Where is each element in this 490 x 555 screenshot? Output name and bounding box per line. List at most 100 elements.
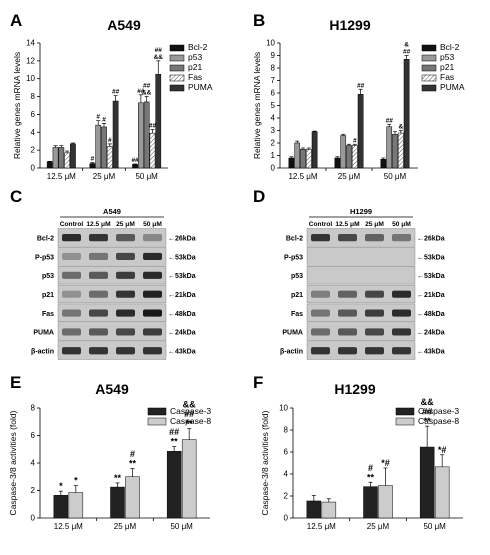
blot-band bbox=[365, 309, 384, 317]
bar bbox=[334, 157, 341, 169]
y-tick-label: 0 bbox=[31, 164, 36, 173]
significance-label: # ** bbox=[367, 463, 375, 483]
y-tick-label: 12 bbox=[26, 56, 35, 65]
legend-swatch bbox=[147, 417, 167, 426]
blot-band bbox=[143, 290, 162, 298]
blot-row-label: p21 bbox=[42, 292, 54, 299]
blot-band bbox=[311, 234, 330, 242]
blot-band bbox=[143, 309, 162, 317]
blot-band bbox=[89, 347, 108, 355]
bar bbox=[397, 132, 404, 169]
blot-row-label: P-p53 bbox=[284, 254, 303, 261]
blot-band bbox=[62, 252, 81, 261]
bar bbox=[403, 59, 410, 169]
bar bbox=[106, 146, 113, 169]
blot-size-label: ←43kDa bbox=[168, 349, 196, 356]
blot-band bbox=[143, 347, 162, 355]
bar bbox=[95, 124, 102, 169]
blot-band bbox=[116, 271, 135, 279]
legend-swatch bbox=[421, 64, 437, 72]
y-tick-label: 8 bbox=[31, 92, 36, 101]
significance-label: && ## ** bbox=[183, 400, 196, 429]
bar bbox=[132, 164, 138, 169]
blot-size-label: ←43kDa bbox=[417, 349, 445, 356]
y-tick-label: 3 bbox=[271, 126, 276, 135]
blot-row-label: p53 bbox=[42, 273, 54, 280]
x-tick-label: 12.5 μM bbox=[54, 522, 83, 531]
blot-band bbox=[338, 347, 357, 355]
western-blot-a549: A549 Control 12.5 μM 25 μM 50 μM Bcl-2 ←26kDa P… bbox=[31, 207, 196, 360]
blot-size-label: ←21kDa bbox=[417, 292, 445, 299]
significance-label: ## bbox=[149, 123, 157, 130]
x-tick-label: 50 μM bbox=[423, 522, 446, 531]
bar bbox=[166, 451, 182, 519]
significance-label: ## ** bbox=[169, 427, 179, 447]
bar bbox=[101, 126, 107, 169]
blot-band bbox=[143, 328, 162, 336]
legend-swatch bbox=[421, 44, 437, 52]
bar bbox=[68, 492, 84, 519]
blot-row-label: p53 bbox=[291, 273, 303, 280]
blot-lane-label: 25 μM bbox=[116, 221, 135, 228]
chart-a549-mrna: A549 Relative genes mRNA levels 0 2 4 6 8 10 12 1… bbox=[12, 17, 213, 181]
chart-title: A549 bbox=[95, 381, 129, 397]
bar bbox=[380, 159, 387, 169]
bar bbox=[58, 147, 65, 169]
significance-label: * bbox=[74, 476, 78, 486]
blot-size-label: ←48kDa bbox=[417, 311, 445, 318]
blot-size-label: ←53kDa bbox=[417, 254, 445, 261]
bar bbox=[386, 126, 393, 169]
y-tick-label: 8 bbox=[271, 64, 276, 73]
significance-label: * bbox=[59, 481, 63, 491]
bar bbox=[351, 145, 358, 169]
panel-letter-c: C bbox=[10, 187, 22, 206]
blot-strip bbox=[57, 322, 167, 341]
significance-label: && ## ** bbox=[421, 397, 434, 426]
bar bbox=[392, 134, 398, 169]
y-tick-label: 0 bbox=[284, 514, 289, 523]
panel-letter-e: E bbox=[10, 373, 21, 392]
bar bbox=[143, 101, 150, 169]
significance-label: ## && bbox=[154, 47, 164, 61]
legend-swatch bbox=[169, 74, 185, 82]
legend-swatch bbox=[169, 44, 185, 52]
significance-label: ## bbox=[131, 157, 139, 164]
blot-row-label: PUMA bbox=[33, 330, 54, 337]
blot-band bbox=[89, 309, 108, 317]
panel-letter-a: A bbox=[10, 11, 22, 30]
blot-band bbox=[365, 328, 384, 336]
legend-swatch bbox=[169, 84, 185, 92]
blot-band bbox=[89, 252, 108, 261]
blot-band bbox=[89, 328, 108, 336]
blot-band bbox=[62, 271, 81, 279]
y-tick-label: 6 bbox=[31, 110, 36, 119]
y-axis-label: Caspase-3/8 activities (fold) bbox=[8, 410, 18, 515]
bar bbox=[306, 500, 322, 519]
blot-band bbox=[116, 234, 135, 242]
y-tick-label: 9 bbox=[271, 51, 276, 60]
bar bbox=[434, 466, 450, 519]
bar bbox=[112, 100, 119, 169]
legend-swatch bbox=[169, 64, 185, 72]
x-tick-label: 12.5 μM bbox=[307, 522, 336, 531]
blot-size-label: ←53kDa bbox=[168, 273, 196, 280]
chart-title: A549 bbox=[107, 17, 141, 33]
legend-swatch bbox=[169, 54, 185, 62]
x-tick-label: 50 μM bbox=[170, 522, 193, 531]
blot-row-label: Fas bbox=[291, 311, 303, 318]
legend-label: PUMA bbox=[440, 82, 465, 92]
blot-band bbox=[311, 347, 330, 355]
legend-label: Caspase-8 bbox=[170, 416, 211, 426]
blot-band bbox=[62, 309, 81, 317]
x-tick-label: 50 μM bbox=[384, 172, 407, 181]
blot-lane-label: 50 μM bbox=[143, 221, 162, 228]
chart-h1299-mrna: H1299 Relative genes mRNA levels 0 1 2 3 4 5 6 7 8… bbox=[252, 17, 465, 181]
legend-label: Bcl-2 bbox=[188, 42, 208, 52]
blot-strip bbox=[306, 228, 416, 247]
y-axis-label: Caspase-3/8 activities (fold) bbox=[260, 410, 270, 515]
blot-band bbox=[116, 290, 135, 298]
significance-label: # bbox=[102, 116, 106, 123]
chart-title: H1299 bbox=[329, 17, 370, 33]
y-tick-label: 6 bbox=[271, 89, 276, 98]
blot-strip bbox=[57, 266, 167, 285]
